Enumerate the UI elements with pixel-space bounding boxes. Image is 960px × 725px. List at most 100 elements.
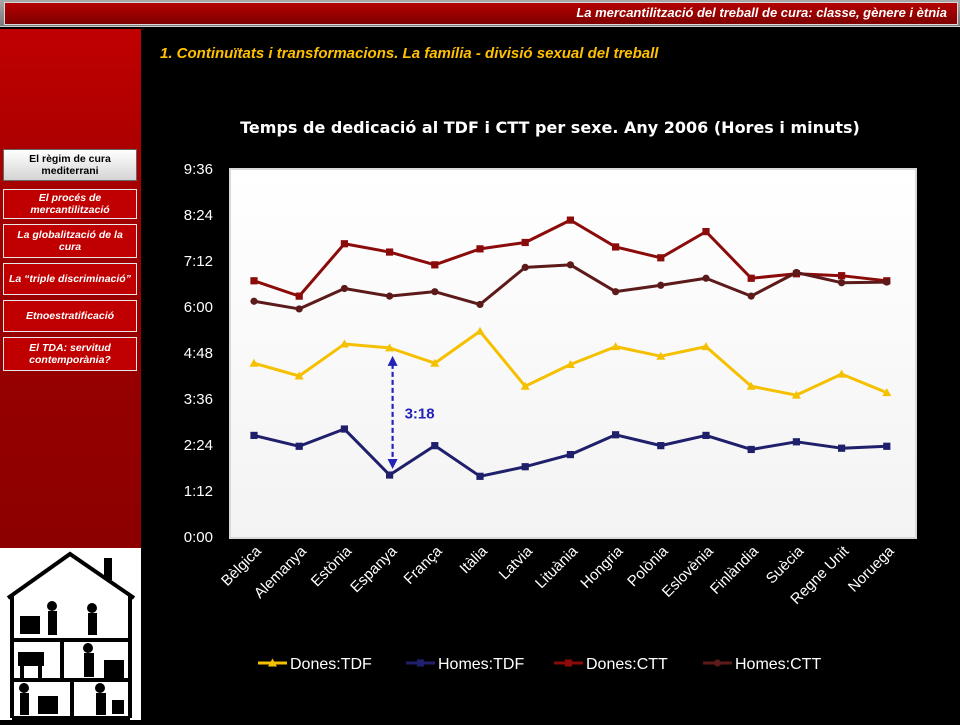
y-tick-label: 8:24 xyxy=(184,207,213,224)
series-homes-ctt xyxy=(250,261,891,313)
data-point xyxy=(476,245,484,253)
data-point xyxy=(566,450,574,459)
legend-item: Homes:TDF xyxy=(406,656,524,673)
data-point xyxy=(339,339,349,348)
data-point xyxy=(340,284,348,293)
data-point xyxy=(566,261,574,269)
data-point xyxy=(838,444,846,452)
data-point xyxy=(882,388,892,397)
data-point xyxy=(791,390,801,399)
legend-marker xyxy=(564,659,573,667)
data-point xyxy=(612,243,620,251)
data-point xyxy=(521,463,529,471)
data-point xyxy=(295,292,303,300)
data-point xyxy=(386,292,394,300)
data-point xyxy=(657,281,665,289)
x-tick-label: Hongria xyxy=(577,542,627,592)
data-point xyxy=(702,431,710,440)
annotation-label: 3:18 xyxy=(405,405,435,422)
data-point xyxy=(250,277,258,285)
y-tick-label: 6:00 xyxy=(184,299,213,316)
data-point xyxy=(657,442,665,450)
x-tick-label: Itàlia xyxy=(456,542,491,577)
data-point xyxy=(702,228,710,236)
header-bar: La mercantilització del treball de cura:… xyxy=(0,0,960,27)
legend-label: Dones:CTT xyxy=(586,656,668,673)
y-tick-label: 3:36 xyxy=(184,391,213,408)
legend-item: Dones:CTT xyxy=(554,656,668,673)
data-point xyxy=(565,360,575,368)
data-point xyxy=(520,381,530,390)
data-point xyxy=(431,261,439,269)
sidebar-item-mercantilitzacio[interactable]: El procés de mercantilització xyxy=(3,189,137,219)
legend-label: Dones:TDF xyxy=(290,656,372,673)
legend-label: Homes:TDF xyxy=(438,656,524,673)
data-point xyxy=(747,445,755,454)
data-point xyxy=(612,288,620,296)
legend-marker xyxy=(713,659,722,667)
data-point xyxy=(837,369,847,378)
data-point xyxy=(431,442,439,450)
presentation-title: La mercantilització del treball de cura:… xyxy=(576,5,947,20)
data-point xyxy=(476,472,484,480)
data-point xyxy=(883,278,891,286)
arrow-head-up xyxy=(387,355,398,366)
sidebar-item-etnoestratificacio[interactable]: Etnoestratificació xyxy=(3,300,137,332)
x-tick-label: Finlàndia xyxy=(707,542,763,598)
sidebar-item-triple-discriminacio[interactable]: La “triple discriminació” xyxy=(3,263,137,295)
y-tick-label: 0:00 xyxy=(184,529,213,546)
data-point xyxy=(701,342,711,351)
line-chart: 0:001:122:243:364:486:007:128:249:36 Bèl… xyxy=(184,161,917,673)
data-point xyxy=(747,292,755,300)
sidebar: El règim de cura mediterrani El procés d… xyxy=(0,29,141,548)
x-tick-label: Latvia xyxy=(496,542,537,583)
data-point xyxy=(792,268,801,277)
x-tick-label: França xyxy=(401,542,446,587)
data-point xyxy=(838,272,846,280)
data-point xyxy=(702,274,710,282)
data-point xyxy=(385,343,395,352)
sidebar-item-globalitzacio[interactable]: La globalització de la cura xyxy=(3,224,137,258)
data-point xyxy=(746,381,756,390)
data-point xyxy=(340,425,348,433)
data-point xyxy=(430,358,440,367)
y-tick-label: 9:36 xyxy=(184,161,213,178)
arrow-head-down xyxy=(387,459,398,470)
legend-label: Homes:CTT xyxy=(735,656,821,673)
data-point xyxy=(838,279,846,287)
x-tick-label: Espanya xyxy=(347,542,401,596)
x-tick-label: Suècia xyxy=(763,542,808,587)
series-dones-tdf xyxy=(249,326,892,399)
data-point xyxy=(476,300,484,309)
data-point xyxy=(295,442,303,450)
legend-item: Homes:CTT xyxy=(703,656,821,673)
y-tick-label: 2:24 xyxy=(184,437,213,454)
data-point xyxy=(883,442,891,450)
data-point xyxy=(656,351,666,360)
y-tick-label: 4:48 xyxy=(184,345,213,362)
x-tick-label: Noruega xyxy=(845,542,898,595)
data-point xyxy=(566,216,574,224)
data-point xyxy=(521,238,529,247)
section-title: 1. Continuïtats i transformacions. La fa… xyxy=(160,45,659,62)
data-point xyxy=(475,326,485,335)
data-point xyxy=(657,254,665,262)
chart-title: Temps de dedicació al TDF i CTT per sexe… xyxy=(240,118,860,137)
data-point xyxy=(792,438,800,446)
data-point xyxy=(612,431,620,439)
y-tick-label: 1:12 xyxy=(184,483,213,500)
data-point xyxy=(521,263,529,271)
data-point xyxy=(611,342,621,351)
plot-area xyxy=(229,168,917,539)
data-point xyxy=(431,288,439,296)
data-point xyxy=(294,371,304,380)
data-point xyxy=(249,358,259,367)
legend-marker xyxy=(268,658,277,667)
x-tick-label: Lituània xyxy=(532,542,582,592)
sidebar-item-regim-cura[interactable]: El règim de cura mediterrani xyxy=(3,149,137,181)
data-point xyxy=(250,431,258,440)
data-point xyxy=(340,240,348,248)
legend-item: Dones:TDF xyxy=(258,656,372,673)
sidebar-item-tda-servitud[interactable]: El TDA: servitud contemporània? xyxy=(3,337,137,371)
header-band: La mercantilització del treball de cura:… xyxy=(4,2,958,25)
